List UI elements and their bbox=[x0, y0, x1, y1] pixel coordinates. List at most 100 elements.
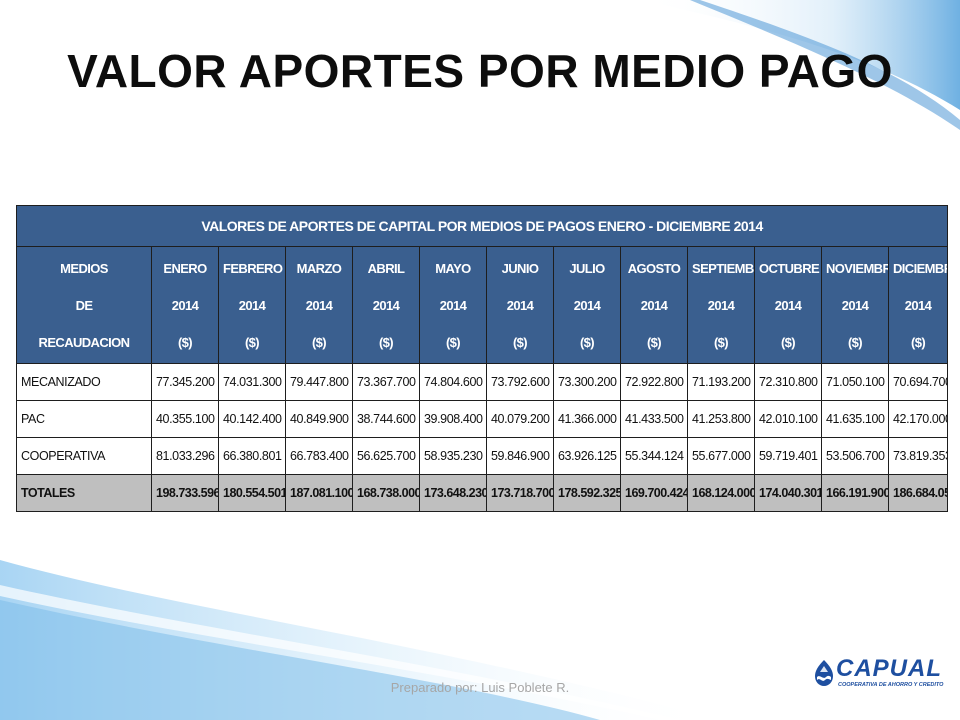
table-row-mecanizado: MECANIZADO 77.345.200 74.031.300 79.447.… bbox=[16, 363, 949, 401]
table-row-pac: PAC 40.355.100 40.142.400 40.849.900 38.… bbox=[16, 400, 949, 438]
table-cell: 77.345.200 bbox=[151, 363, 219, 401]
table-cell: 42.170.000 bbox=[887, 400, 949, 438]
table-row-totals: TOTALES 198.733.596 180.554.501 187.081.… bbox=[16, 474, 949, 512]
table-caption: VALORES DE APORTES DE CAPITAL POR MEDIOS… bbox=[15, 205, 949, 247]
total-cell: 168.124.000 bbox=[687, 474, 755, 512]
table-cell: 73.792.600 bbox=[486, 363, 554, 401]
month-year: 2014 bbox=[372, 297, 400, 313]
table-cell: 42.010.100 bbox=[754, 400, 822, 438]
row-label: COOPERATIVA bbox=[16, 437, 152, 475]
logo-tagline: COOPERATIVA DE AHORRO Y CREDITO bbox=[838, 682, 944, 688]
capual-logo: CAPUAL COOPERATIVA DE AHORRO Y CREDITO bbox=[812, 656, 943, 692]
table-cell: 56.625.700 bbox=[352, 437, 420, 475]
total-cell: 187.081.100 bbox=[285, 474, 353, 512]
month-unit: ($) bbox=[512, 334, 528, 350]
table-cell: 73.300.200 bbox=[553, 363, 621, 401]
month-unit: ($) bbox=[579, 334, 595, 350]
table-cell: 63.926.125 bbox=[553, 437, 621, 475]
table-header-row: MEDIOS DE RECAUDACION ENERO 2014 ($) FEBRE… bbox=[16, 246, 949, 364]
month-name: OCTUBRE bbox=[759, 260, 820, 276]
logo-wordmark: CAPUAL bbox=[836, 655, 942, 682]
total-cell: 173.648.230 bbox=[419, 474, 487, 512]
total-cell: 169.700.424 bbox=[620, 474, 688, 512]
total-cell: 178.592.325 bbox=[553, 474, 621, 512]
table-cell: 72.922.800 bbox=[620, 363, 688, 401]
month-name: JUNIO bbox=[501, 260, 539, 276]
row-label: PAC bbox=[16, 400, 152, 438]
table-cell: 59.846.900 bbox=[486, 437, 554, 475]
slide-title: VALOR APORTES POR MEDIO PAGO bbox=[67, 45, 893, 97]
month-name: DICIEMBRE bbox=[893, 260, 947, 276]
header-line: MEDIOS bbox=[60, 260, 108, 276]
header-month: NOVIEMBRE 2014 ($) bbox=[821, 246, 889, 364]
month-year: 2014 bbox=[841, 297, 869, 313]
table-row-cooperativa: COOPERATIVA 81.033.296 66.380.801 66.783… bbox=[16, 437, 949, 475]
table-cell: 41.433.500 bbox=[620, 400, 688, 438]
month-year: 2014 bbox=[439, 297, 467, 313]
header-month: JUNIO 2014 ($) bbox=[486, 246, 554, 364]
table-cell: 38.744.600 bbox=[352, 400, 420, 438]
table-cell: 73.367.700 bbox=[352, 363, 420, 401]
table-cell: 70.694.700 bbox=[887, 363, 949, 401]
row-label: MECANIZADO bbox=[16, 363, 152, 401]
month-unit: ($) bbox=[445, 334, 461, 350]
capual-logo-mark-icon bbox=[815, 660, 833, 686]
table-cell: 41.635.100 bbox=[821, 400, 889, 438]
table-cell: 71.050.100 bbox=[821, 363, 889, 401]
table-cell: 39.908.400 bbox=[419, 400, 487, 438]
table-cell: 72.310.800 bbox=[754, 363, 822, 401]
month-year: 2014 bbox=[305, 297, 333, 313]
table-cell: 74.804.600 bbox=[419, 363, 487, 401]
month-name: AGOSTO bbox=[627, 260, 681, 276]
table-cell: 40.079.200 bbox=[486, 400, 554, 438]
month-year: 2014 bbox=[640, 297, 668, 313]
header-month: MAYO 2014 ($) bbox=[419, 246, 487, 364]
table-cell: 59.719.401 bbox=[754, 437, 822, 475]
header-month: ABRIL 2014 ($) bbox=[352, 246, 420, 364]
header-line: DE bbox=[75, 297, 93, 313]
footer-credit: Preparado por: Luis Poblete R. bbox=[390, 680, 570, 695]
table-cell: 53.506.700 bbox=[821, 437, 889, 475]
total-cell: 198.733.596 bbox=[151, 474, 219, 512]
month-unit: ($) bbox=[244, 334, 260, 350]
month-year: 2014 bbox=[707, 297, 735, 313]
table-cell: 40.849.900 bbox=[285, 400, 353, 438]
table-cell: 71.193.200 bbox=[687, 363, 755, 401]
month-name: JULIO bbox=[569, 260, 605, 276]
month-unit: ($) bbox=[177, 334, 193, 350]
month-name: SEPTIEMBRE bbox=[692, 260, 754, 276]
header-month: AGOSTO 2014 ($) bbox=[620, 246, 688, 364]
table-cell: 66.380.801 bbox=[218, 437, 286, 475]
table-cell: 55.677.000 bbox=[687, 437, 755, 475]
header-line: RECAUDACION bbox=[38, 334, 131, 350]
table-cell: 79.447.800 bbox=[285, 363, 353, 401]
header-month: SEPTIEMBRE 2014 ($) bbox=[687, 246, 755, 364]
month-name: MAYO bbox=[435, 260, 471, 276]
totals-label: TOTALES bbox=[16, 474, 152, 512]
month-name: MARZO bbox=[296, 260, 342, 276]
total-cell: 168.738.000 bbox=[352, 474, 420, 512]
month-name: ENERO bbox=[163, 260, 207, 276]
month-year: 2014 bbox=[774, 297, 802, 313]
total-cell: 174.040.301 bbox=[754, 474, 822, 512]
month-name: NOVIEMBRE bbox=[826, 260, 888, 276]
table-cell: 58.935.230 bbox=[419, 437, 487, 475]
month-year: 2014 bbox=[171, 297, 199, 313]
month-unit: ($) bbox=[646, 334, 662, 350]
month-year: 2014 bbox=[573, 297, 601, 313]
table-cell: 74.031.300 bbox=[218, 363, 286, 401]
table-cell: 66.783.400 bbox=[285, 437, 353, 475]
header-month: ENERO 2014 ($) bbox=[151, 246, 219, 364]
month-unit: ($) bbox=[713, 334, 729, 350]
month-unit: ($) bbox=[780, 334, 796, 350]
header-medios: MEDIOS DE RECAUDACION bbox=[16, 246, 152, 364]
table-cell: 41.366.000 bbox=[553, 400, 621, 438]
total-cell: 166.191.900 bbox=[821, 474, 889, 512]
table-cell: 40.355.100 bbox=[151, 400, 219, 438]
total-cell: 186.684.053 bbox=[887, 474, 949, 512]
month-year: 2014 bbox=[506, 297, 534, 313]
month-unit: ($) bbox=[910, 334, 926, 350]
table-cell: 55.344.124 bbox=[620, 437, 688, 475]
month-year: 2014 bbox=[238, 297, 266, 313]
